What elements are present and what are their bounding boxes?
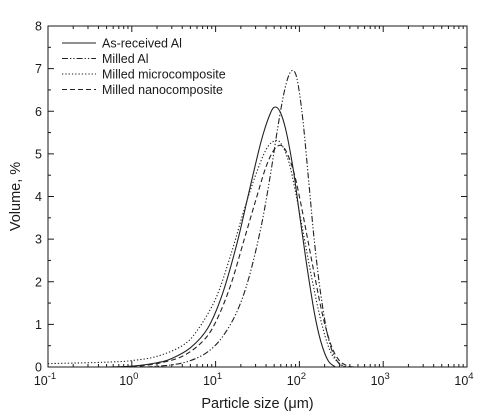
legend-label-1: As-received Al [102, 37, 182, 51]
x-tick-exponent: 0 [133, 371, 138, 382]
x-tick-exponent: 3 [385, 371, 390, 382]
y-tick-label: 3 [35, 233, 42, 247]
legend-label-4: Milled nanocomposite [102, 83, 223, 97]
series-layer [47, 69, 355, 368]
y-tick-label: 5 [35, 147, 42, 161]
y-tick-label: 0 [35, 361, 42, 375]
y-tick-label: 2 [35, 275, 42, 289]
series-line-2 [146, 69, 350, 368]
y-axis-title: Volume, % [8, 162, 24, 231]
legend-label-2: Milled Al [102, 52, 149, 66]
x-tick-exponent: 4 [468, 371, 473, 382]
y-tick-label: 7 [35, 62, 42, 76]
series-line-3 [47, 139, 346, 368]
x-tick-exponent: 2 [301, 371, 306, 382]
x-tick-exponent: 1 [217, 371, 222, 382]
plot-frame [47, 25, 468, 368]
series-line-4 [131, 144, 355, 368]
y-tick-label: 1 [35, 318, 42, 332]
x-axis-title: Particle size (μm) [201, 396, 313, 412]
y-tick-label: 4 [35, 190, 42, 204]
y-tick-label: 8 [35, 20, 42, 34]
x-tick-exponent: -1 [48, 371, 56, 382]
series-line-1 [106, 106, 336, 368]
legend-label-3: Milled microcomposite [102, 68, 226, 82]
y-tick-label: 6 [35, 105, 42, 119]
